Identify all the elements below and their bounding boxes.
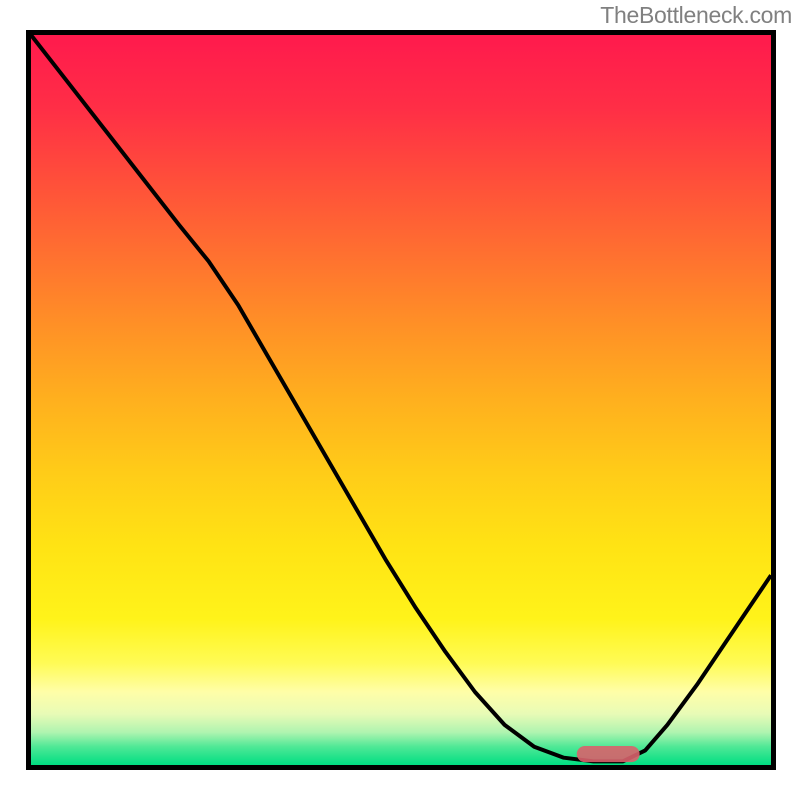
plot-border [26,30,776,770]
chart-frame: TheBottleneck.com [0,0,800,800]
